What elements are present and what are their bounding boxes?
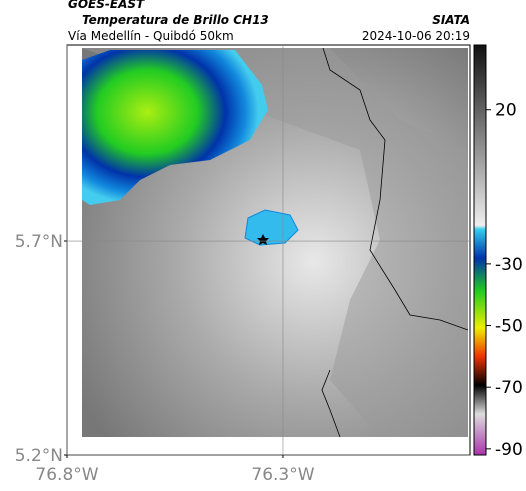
colorbar [473,44,487,456]
colorbar-tick-label: -30 [495,255,523,275]
border-line [321,47,469,438]
colorbar-tick-label: -50 [495,317,523,337]
datetime: 2024-10-06 20:19 [362,29,470,43]
colorbar-tick-label: 20 [495,101,517,121]
subtitle: Temperatura de Brillo CH13 [82,13,269,27]
x-tick-label: 76.3°W [251,465,314,485]
y-tick-label: 5.7°N [15,232,63,252]
source: SIATA [432,13,470,27]
colorbar-tick-label: -70 [495,378,523,398]
star-marker [257,234,269,245]
description: Vía Medellín - Quibdó 50km [68,29,234,43]
x-tick-label: 76.8°W [35,465,98,485]
y-tick-label: 5.2°N [15,446,63,466]
title: GOES-EAST [68,0,145,11]
colorbar-tick-label: -90 [495,440,523,460]
satellite-image [82,48,468,437]
